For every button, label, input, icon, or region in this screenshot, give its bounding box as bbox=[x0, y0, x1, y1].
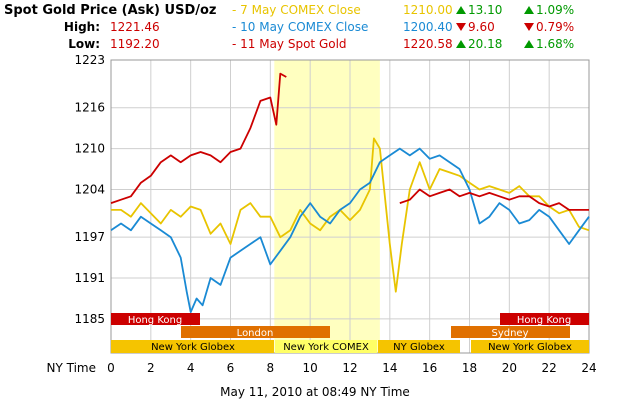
session-ny-globex-bar bbox=[378, 340, 460, 353]
session-hong-kong-bar bbox=[500, 313, 589, 325]
series-line-11-may-spot-gold bbox=[110, 72, 287, 204]
session-ny-globex-bar bbox=[111, 340, 274, 353]
session-ny-globex-label: New York Globex bbox=[151, 342, 235, 353]
x-tick-label: 8 bbox=[267, 361, 275, 375]
session-sydney-bar bbox=[451, 326, 570, 338]
legend-label: - 10 May COMEX Close bbox=[232, 20, 368, 34]
y-tick-label: 1216 bbox=[74, 101, 105, 115]
triangle-up-icon bbox=[524, 40, 534, 48]
triangle-up-icon bbox=[456, 40, 466, 48]
session-ny-comex-bar bbox=[275, 340, 377, 353]
timestamp: May 11, 2010 at 08:49 NY Time bbox=[220, 385, 410, 399]
session-ny-globex-bar bbox=[471, 340, 589, 353]
legend-label: - 11 May Spot Gold bbox=[232, 37, 347, 51]
session-london-bar bbox=[181, 326, 330, 338]
legend-row: - 10 May COMEX Close 1200.40 9.60 0.79% bbox=[232, 20, 574, 34]
legend-pct: 1.09% bbox=[536, 3, 574, 17]
comex-session-highlight bbox=[274, 60, 380, 353]
y-tick-label: 1223 bbox=[74, 53, 105, 67]
session-ny-globex-label: New York Globex bbox=[488, 342, 572, 353]
x-tick-label: 16 bbox=[422, 361, 437, 375]
legend-value: 1220.58 bbox=[403, 37, 453, 51]
low-label: Low: bbox=[68, 37, 100, 51]
triangle-up-icon bbox=[456, 6, 466, 14]
x-tick-label: 10 bbox=[303, 361, 318, 375]
x-tick-label: 20 bbox=[502, 361, 517, 375]
x-tick-label: 2 bbox=[147, 361, 155, 375]
x-tick-label: 12 bbox=[342, 361, 357, 375]
x-tick-label: 18 bbox=[462, 361, 477, 375]
session-london-label: London bbox=[237, 328, 274, 339]
y-tick-label: 1210 bbox=[74, 142, 105, 156]
legend-change: 20.18 bbox=[468, 37, 502, 51]
chart-title: Spot Gold Price (Ask) USD/oz bbox=[4, 3, 216, 18]
legend-pct: 0.79% bbox=[536, 20, 574, 34]
low-value: 1192.20 bbox=[110, 37, 160, 51]
x-tick-label: 24 bbox=[581, 361, 596, 375]
legend-value: 1200.40 bbox=[403, 20, 453, 34]
session-hong-kong-label: Hong Kong bbox=[517, 315, 571, 326]
legend-label: - 7 May COMEX Close bbox=[232, 3, 361, 17]
session-sydney-label: Sydney bbox=[491, 328, 528, 339]
session-ny-comex-label: New York COMEX bbox=[283, 342, 369, 353]
legend-row: - 7 May COMEX Close 1210.00 13.10 1.09% bbox=[232, 3, 574, 17]
x-tick-label: 6 bbox=[227, 361, 235, 375]
high-value: 1221.46 bbox=[110, 20, 160, 34]
legend-row: - 11 May Spot Gold 1220.58 20.18 1.68% bbox=[232, 37, 574, 51]
triangle-up-icon bbox=[524, 6, 534, 14]
y-tick-label: 1191 bbox=[74, 271, 105, 285]
legend-change: 9.60 bbox=[468, 20, 495, 34]
y-tick-label: 1197 bbox=[74, 230, 105, 244]
series-line-11-may-spot-gold-prior-day-segment bbox=[399, 188, 589, 211]
legend-pct: 1.68% bbox=[536, 37, 574, 51]
x-tick-label: 4 bbox=[187, 361, 195, 375]
session-bars: Hong Kong Hong Kong London Sydney New Yo… bbox=[111, 313, 589, 353]
high-label: High: bbox=[64, 20, 100, 34]
x-tick-label: 0 bbox=[107, 361, 115, 375]
legend-value: 1210.00 bbox=[403, 3, 453, 17]
chart-series bbox=[110, 72, 590, 314]
session-ny-globex-short-label: NY Globex bbox=[393, 342, 445, 353]
y-tick-label: 1185 bbox=[74, 312, 105, 326]
legend-change: 13.10 bbox=[468, 3, 502, 17]
x-axis-label: NY Time bbox=[47, 361, 97, 375]
y-tick-label: 1204 bbox=[74, 182, 105, 196]
triangle-down-icon bbox=[524, 23, 534, 31]
chart-grid bbox=[110, 59, 590, 354]
x-tick-label: 14 bbox=[382, 361, 397, 375]
series-line-10-may-comex-close bbox=[110, 147, 590, 314]
session-hong-kong-label: Hong Kong bbox=[128, 315, 182, 326]
triangle-down-icon bbox=[456, 23, 466, 31]
x-tick-label: 22 bbox=[542, 361, 557, 375]
session-hong-kong-bar bbox=[111, 313, 200, 325]
series-line-7-may-comex-close bbox=[111, 137, 590, 293]
